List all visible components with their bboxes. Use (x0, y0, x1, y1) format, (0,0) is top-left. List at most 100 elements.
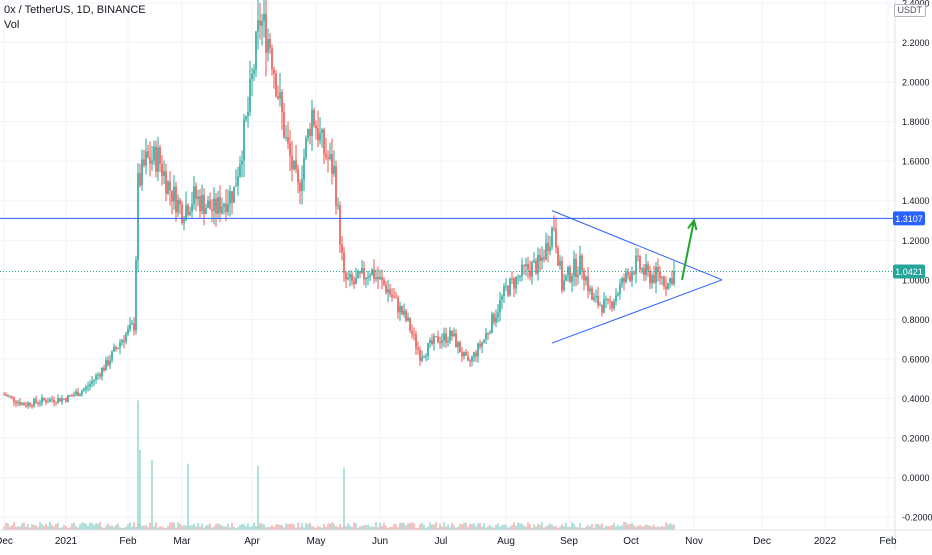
candle-body (97, 374, 99, 376)
candle-body (245, 116, 247, 120)
volume-spike (187, 463, 189, 530)
volume-bar (57, 523, 59, 530)
volume-bar (69, 527, 71, 530)
candle-body (89, 383, 91, 387)
volume-bar (87, 525, 89, 530)
candle-body (297, 169, 299, 183)
candle-body (609, 300, 611, 302)
volume-bar (131, 526, 133, 530)
volume-bar (331, 522, 333, 530)
candle-body (221, 206, 223, 214)
candle-body (627, 272, 629, 276)
candle-body (569, 267, 571, 282)
volume-bar (385, 526, 387, 530)
candle-body (399, 306, 401, 313)
candle-body (637, 255, 639, 257)
candle-body (111, 351, 113, 361)
candle-body (467, 355, 469, 361)
currency-badge[interactable]: USDT (893, 4, 926, 17)
volume-bar (487, 526, 489, 530)
volume-bar (47, 525, 49, 530)
volume-bar (199, 526, 201, 530)
volume-bar (431, 524, 433, 530)
candle-body (223, 203, 225, 207)
volume-bar (319, 527, 321, 530)
volume-bar (321, 527, 323, 530)
volume-bar (277, 524, 279, 530)
candle-body (611, 301, 613, 309)
volume-bar (311, 525, 313, 530)
volume-bar (267, 527, 269, 530)
volume-bar (533, 524, 535, 530)
candle-body (303, 157, 305, 180)
candle-body (229, 191, 231, 204)
candle-body (551, 227, 553, 247)
candle-body (233, 186, 235, 203)
volume-bar (233, 526, 235, 530)
candle-body (211, 209, 213, 212)
candle-body (409, 317, 411, 331)
candle-body (273, 69, 275, 74)
volume-bar (415, 527, 417, 530)
candle-body (37, 402, 39, 404)
candle-body (197, 196, 199, 200)
candle-body (621, 278, 623, 285)
volume-bar (395, 524, 397, 530)
candle-body (427, 343, 429, 356)
symbol-title[interactable]: 0x / TetherUS, 1D, BINANCE (4, 4, 146, 16)
volume-bar (223, 526, 225, 530)
volume-bar (381, 525, 383, 530)
volume-bar (665, 522, 667, 530)
candle-body (529, 269, 531, 277)
volume-bar (241, 523, 243, 530)
volume-bar (211, 527, 213, 530)
volume-bar (367, 524, 369, 530)
volume-bar (591, 523, 593, 530)
volume-bar (293, 524, 295, 530)
volume-bar (157, 527, 159, 530)
candle-body (35, 399, 37, 403)
candle-body (357, 271, 359, 278)
volume-bar (485, 527, 487, 530)
candle-body (375, 276, 377, 279)
volume-bar (41, 524, 43, 530)
volume-bar (507, 527, 509, 530)
candle-body (105, 359, 107, 371)
candle-body (263, 13, 265, 21)
volume-bar (433, 524, 435, 530)
candle-body (451, 330, 453, 337)
candle-body (583, 270, 585, 281)
volume-bar (225, 526, 227, 530)
candle-body (591, 288, 593, 300)
drawings (0, 210, 895, 344)
candle-body (429, 340, 431, 344)
candle-body (395, 297, 397, 299)
candle-body (599, 304, 601, 306)
volume-bar (653, 524, 655, 530)
volume-bar (657, 526, 659, 530)
candle-body (635, 255, 637, 275)
candle-body (33, 399, 35, 407)
volume-bar (179, 523, 181, 530)
volume-bar (259, 523, 261, 530)
candle-body (169, 181, 171, 191)
volume-bar (49, 522, 51, 530)
volume-bar (307, 524, 309, 530)
volume-bar (383, 522, 385, 530)
volume-bar (189, 525, 191, 530)
candle-body (669, 278, 671, 283)
volume-bar (673, 524, 675, 530)
volume-bar (67, 527, 69, 530)
volume-bar (569, 526, 571, 530)
y-tick-label: 1.4000 (902, 196, 930, 206)
volume-bar (531, 527, 533, 530)
volume-bar (121, 527, 123, 530)
candle-body (265, 13, 267, 53)
volume-bar (585, 526, 587, 530)
candle-body (243, 119, 245, 161)
candle-body (487, 333, 489, 335)
candle-body (213, 198, 215, 212)
candle-body (543, 257, 545, 260)
